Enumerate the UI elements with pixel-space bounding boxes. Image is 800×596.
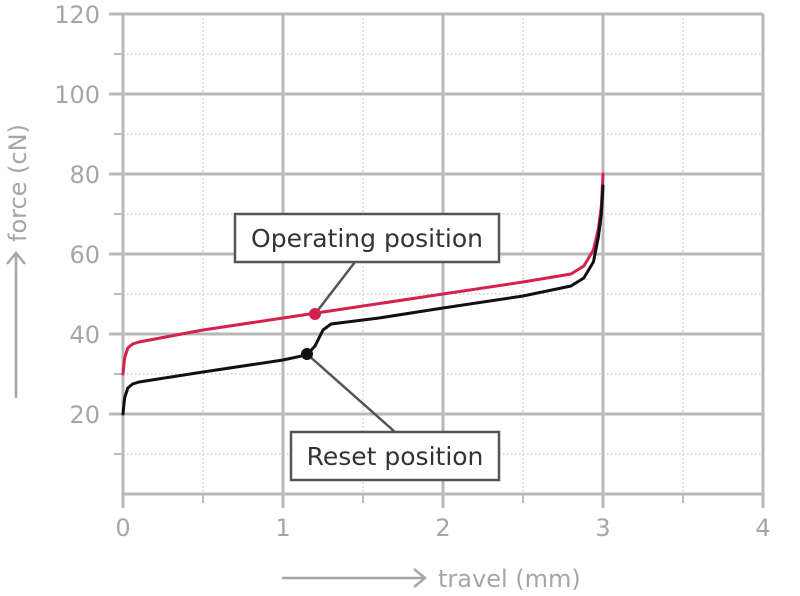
axes: 0 1 2 3 4 20 40 60 80 100 120 travel (mm) force (cN) — [4, 1, 771, 593]
y-tick-label: 100 — [54, 81, 100, 109]
x-axis-arrow-head — [413, 568, 427, 588]
y-tick-label: 20 — [69, 401, 100, 429]
grid — [123, 12, 765, 494]
operating-callout-label: Operating position — [251, 224, 483, 253]
x-tick-label: 1 — [275, 514, 290, 542]
y-tick-label: 80 — [69, 161, 100, 189]
reset-callout-label: Reset position — [307, 442, 484, 471]
series-line-reset — [121, 184, 605, 416]
y-tick-label: 120 — [54, 1, 100, 29]
reset-point — [301, 348, 313, 360]
series-line-operating — [121, 172, 605, 376]
series — [121, 172, 605, 416]
x-tick-label: 3 — [595, 514, 610, 542]
x-tick-label: 0 — [115, 514, 130, 542]
x-tick-label: 4 — [755, 514, 770, 542]
y-axis-arrow-head — [6, 251, 26, 265]
x-tick-label: 2 — [435, 514, 450, 542]
reset-leader-line — [306, 353, 396, 433]
annotations: Operating position Reset position — [233, 212, 501, 482]
y-axis-label: force (cN) — [4, 124, 32, 242]
y-tick-label: 40 — [69, 321, 100, 349]
operating-point — [309, 308, 321, 320]
operating-callout-box — [233, 212, 501, 264]
reset-callout-box — [289, 430, 501, 482]
x-axis-label: travel (mm) — [438, 565, 581, 593]
operating-leader-line — [314, 261, 356, 315]
y-tick-label: 60 — [69, 241, 100, 269]
